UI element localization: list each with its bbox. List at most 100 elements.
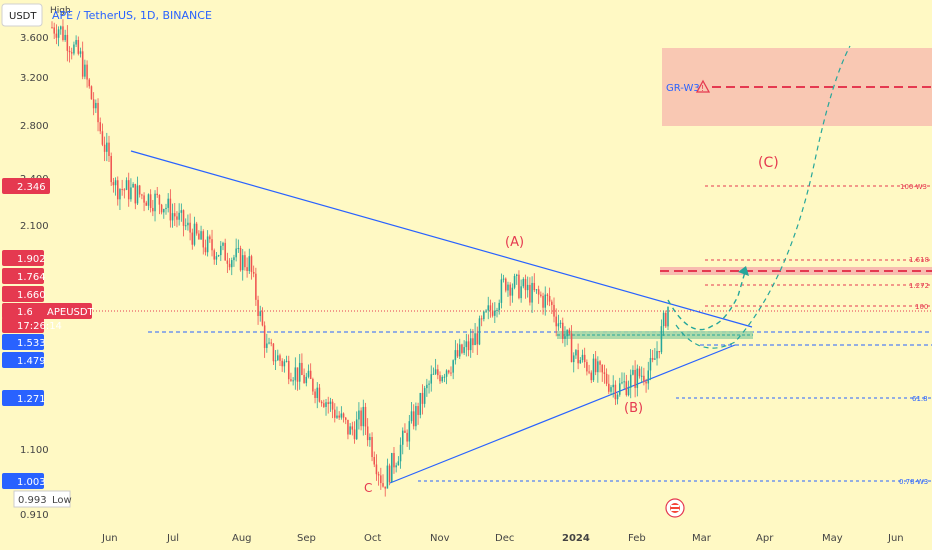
candle-body xyxy=(572,355,575,363)
time-tick-label: Dec xyxy=(495,533,514,544)
time-axis[interactable]: Jun Jul Aug Sep Oct Nov Dec 2024 Feb Mar Apr May Jun xyxy=(101,533,904,544)
candle-body xyxy=(312,378,314,392)
candle-body xyxy=(121,189,123,191)
candle-body xyxy=(88,79,91,87)
time-tick-label: Jul xyxy=(166,533,179,544)
candle-body xyxy=(134,183,137,204)
wave-label-c-low: C xyxy=(364,481,372,495)
price-tick-label: 0.910 xyxy=(20,510,49,521)
candle-body xyxy=(640,375,643,377)
candle-body xyxy=(154,193,156,212)
fib-label-100: 100 xyxy=(915,303,928,311)
candle-body xyxy=(108,142,110,156)
candle-body xyxy=(220,245,222,256)
candle-body xyxy=(570,333,573,363)
candle-body xyxy=(619,383,621,395)
candle-body xyxy=(239,247,242,271)
candle-body xyxy=(70,52,73,54)
projection-arrow-head xyxy=(738,266,749,276)
candle-body xyxy=(553,304,555,317)
candle-body xyxy=(480,318,483,320)
candle-body xyxy=(404,430,406,433)
price-badge xyxy=(2,390,44,406)
candle-body xyxy=(292,380,294,382)
wave-label-A: (A) xyxy=(505,235,524,250)
candle-body xyxy=(478,318,481,345)
candle-body xyxy=(110,155,112,183)
candle-body xyxy=(489,305,492,311)
candle-body xyxy=(629,374,632,388)
candle-body xyxy=(224,242,226,261)
candle-body xyxy=(51,27,53,29)
fib-label-1618: 1.618 xyxy=(909,256,929,264)
candle-body xyxy=(544,294,547,308)
fib-label-078-w3: 0.78-W3 xyxy=(899,478,928,486)
time-tick-label: Jun xyxy=(887,533,904,544)
candle-body xyxy=(399,444,402,462)
candle-body xyxy=(147,194,150,206)
event-flag-icon[interactable] xyxy=(665,498,685,518)
candle-body xyxy=(226,260,229,264)
candle-body xyxy=(472,338,474,346)
candle-body xyxy=(123,189,126,191)
candle-body xyxy=(485,310,487,312)
candle-body xyxy=(537,289,540,295)
candle-body xyxy=(502,278,505,280)
candle-body xyxy=(434,369,437,374)
candle-body xyxy=(266,343,268,348)
candle-body xyxy=(193,223,196,245)
time-tick-label: May xyxy=(822,533,843,544)
candle-body xyxy=(612,384,614,388)
candle-body xyxy=(130,187,132,200)
price-tick-label: 3.600 xyxy=(20,33,49,44)
candle-body xyxy=(116,180,119,200)
candle-body xyxy=(448,370,450,373)
candle-body xyxy=(588,371,590,373)
candle-body xyxy=(184,225,187,227)
candle-body xyxy=(491,310,494,316)
candle-body xyxy=(658,351,660,353)
time-tick-label: Mar xyxy=(692,533,712,544)
candle-body xyxy=(198,233,200,240)
candle-body xyxy=(419,392,422,415)
price-axis[interactable]: 3.6003.2002.8002.4002.1001.1000.9102.346… xyxy=(2,33,95,521)
candle-body xyxy=(382,483,384,487)
price-badge-label: 1.533 xyxy=(17,338,46,349)
candle-body xyxy=(408,421,411,442)
price-tick-label: 1.100 xyxy=(20,445,49,456)
candle-body xyxy=(263,325,266,348)
candle-body xyxy=(377,474,380,476)
candle-body xyxy=(531,282,533,303)
candle-body xyxy=(353,429,356,440)
svg-text:!: ! xyxy=(701,84,704,93)
candle-body xyxy=(496,309,498,311)
candle-body xyxy=(369,437,371,441)
time-tick-label: 2024 xyxy=(562,533,590,544)
candle-body xyxy=(101,131,104,145)
price-badge-label: 1.271 xyxy=(17,394,46,405)
price-badge xyxy=(2,178,50,194)
candle-body xyxy=(649,357,652,371)
candle-body xyxy=(386,465,389,489)
price-tick-label: 2.100 xyxy=(20,221,49,232)
price-tick-label: 3.200 xyxy=(20,73,49,84)
candle-body xyxy=(222,242,224,246)
candle-body xyxy=(542,295,544,308)
candle-body xyxy=(467,341,470,351)
wave-label-C: (C) xyxy=(758,155,779,171)
candle-body xyxy=(623,381,625,383)
price-badge-label: APEUSDT xyxy=(47,307,95,318)
candle-body xyxy=(597,361,599,373)
price-badge-label: 17:26:14 xyxy=(17,321,62,332)
candle-body xyxy=(165,207,167,210)
candle-body xyxy=(167,198,169,208)
candle-body xyxy=(428,383,430,385)
candle-body xyxy=(500,279,503,303)
currency-button[interactable]: USDT xyxy=(1,3,43,27)
price-badge-label: 1.479 xyxy=(17,356,46,367)
candle-body xyxy=(590,372,593,381)
candle-body xyxy=(397,461,400,466)
price-badge xyxy=(2,268,44,284)
candle-body xyxy=(430,374,433,384)
